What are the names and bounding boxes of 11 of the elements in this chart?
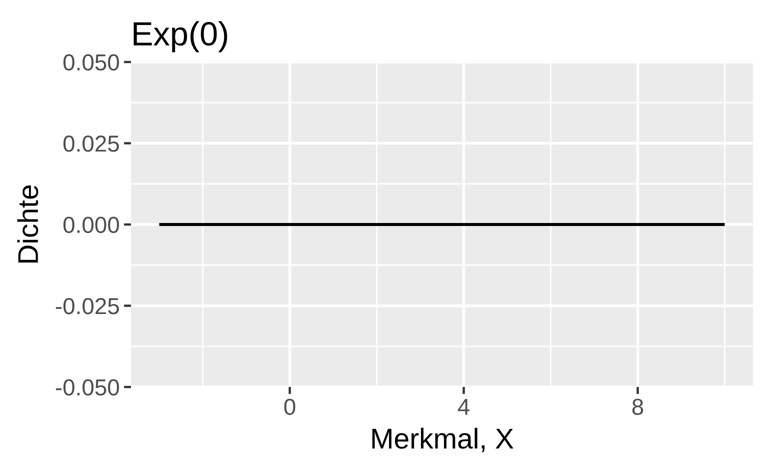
y-tick-label: -0.050 <box>56 379 119 396</box>
chart-title: Exp(0) <box>134 21 228 52</box>
y-tick-label: 0.000 <box>63 216 119 234</box>
x-axis-title: Merkmal, X <box>372 428 514 452</box>
y-tick-label: -0.025 <box>56 298 119 314</box>
y-axis-title: Dichte <box>17 185 38 263</box>
x-tick-label: 8 <box>632 398 644 415</box>
x-tick-label: 4 <box>458 398 470 415</box>
y-tick-label: 0.050 <box>63 54 119 71</box>
x-tick-label: 0 <box>284 398 296 415</box>
y-tick-label: 0.025 <box>63 136 119 152</box>
